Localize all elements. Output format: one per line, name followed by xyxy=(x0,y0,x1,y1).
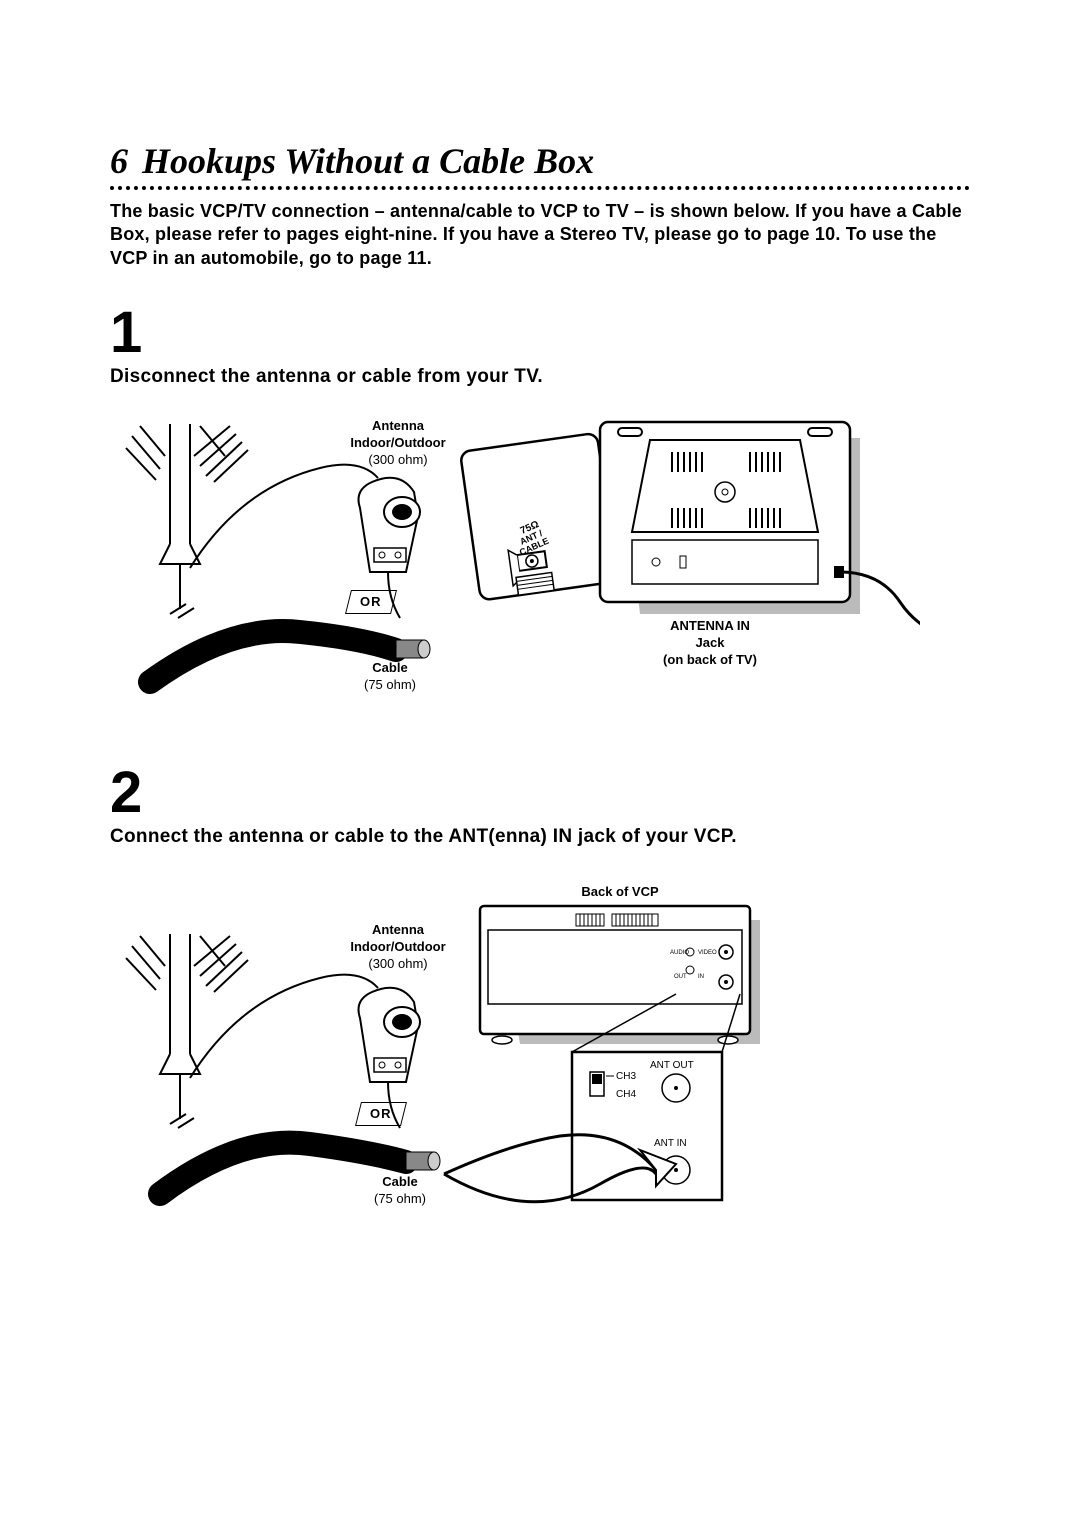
step-1-title: Disconnect the antenna or cable from you… xyxy=(110,366,970,388)
page-number: 6 xyxy=(110,140,128,182)
page-title: Hookups Without a Cable Box xyxy=(142,140,594,182)
intro-paragraph: The basic VCP/TV connection – antenna/ca… xyxy=(110,200,970,270)
dotted-divider xyxy=(110,186,970,190)
figure-2: Antenna Indoor/Outdoor (300 ohm) Cable (… xyxy=(110,874,970,1234)
svg-text:ANT IN: ANT IN xyxy=(654,1138,687,1149)
step-1-number: 1 xyxy=(110,304,970,362)
figure-1: Antenna Indoor/Outdoor (300 ohm) Cable (… xyxy=(110,414,970,714)
page-header: 6 Hookups Without a Cable Box xyxy=(110,140,970,182)
svg-text:ANT OUT: ANT OUT xyxy=(650,1060,694,1071)
svg-text:IN: IN xyxy=(698,974,704,980)
svg-text:VIDEO: VIDEO xyxy=(698,950,717,956)
step-2-number: 2 xyxy=(110,764,970,822)
svg-text:CH4: CH4 xyxy=(616,1089,636,1100)
svg-text:CH3: CH3 xyxy=(616,1071,636,1082)
step-2-title: Connect the antenna or cable to the ANT(… xyxy=(110,826,970,848)
svg-text:OUT: OUT xyxy=(674,974,687,980)
svg-text:AUDIO: AUDIO xyxy=(670,950,689,956)
